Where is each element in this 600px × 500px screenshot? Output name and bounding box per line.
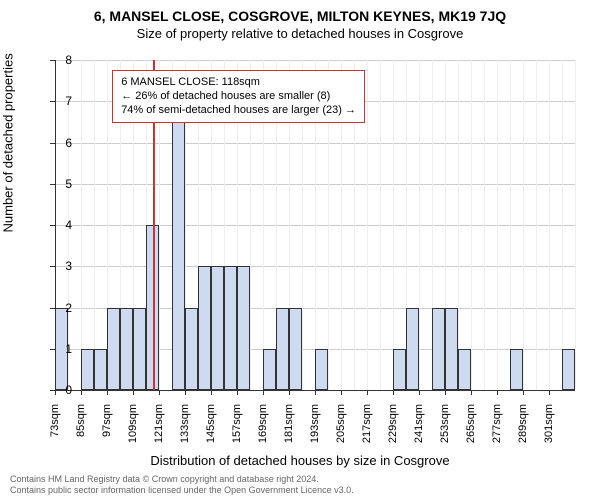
minor-grid-line	[94, 60, 95, 390]
minor-grid-line	[497, 60, 498, 390]
histogram-bar	[458, 349, 471, 390]
histogram-bar	[289, 308, 302, 391]
y-tick-label: 0	[52, 383, 72, 397]
annotation-box: 6 MANSEL CLOSE: 118sqm← 26% of detached …	[112, 70, 365, 123]
minor-grid-line	[380, 60, 381, 390]
x-tick-label: 73sqm	[49, 404, 61, 464]
histogram-bar	[237, 266, 250, 390]
x-axis-line	[55, 390, 575, 391]
minor-grid-line	[523, 60, 524, 390]
minor-grid-line	[471, 60, 472, 390]
histogram-bar	[393, 349, 406, 390]
minor-grid-line	[419, 60, 420, 390]
chart-container: 6, MANSEL CLOSE, COSGROVE, MILTON KEYNES…	[0, 0, 600, 500]
x-tick-label: 229sqm	[387, 404, 399, 464]
x-tick-label: 241sqm	[413, 404, 425, 464]
x-axis-label: Distribution of detached houses by size …	[0, 453, 600, 468]
footer-line-1: Contains HM Land Registry data © Crown c…	[10, 474, 590, 485]
chart-title: 6, MANSEL CLOSE, COSGROVE, MILTON KEYNES…	[0, 0, 600, 24]
y-tick-label: 6	[52, 136, 72, 150]
x-tick-label: 121sqm	[153, 404, 165, 464]
histogram-bar	[211, 266, 224, 390]
histogram-bar	[94, 349, 107, 390]
minor-grid-line	[458, 60, 459, 390]
chart-subtitle: Size of property relative to detached ho…	[0, 24, 600, 41]
plot-area: 6 MANSEL CLOSE: 118sqm← 26% of detached …	[55, 60, 575, 390]
y-tick-label: 5	[52, 177, 72, 191]
histogram-bar	[133, 308, 146, 391]
x-tick-label: 157sqm	[231, 404, 243, 464]
histogram-bar	[263, 349, 276, 390]
x-tick-label: 169sqm	[257, 404, 269, 464]
x-tick-label: 289sqm	[517, 404, 529, 464]
x-tick-label: 301sqm	[543, 404, 555, 464]
histogram-bar	[172, 101, 185, 390]
x-tick-label: 253sqm	[439, 404, 451, 464]
x-tick-label: 133sqm	[179, 404, 191, 464]
y-tick-label: 3	[52, 259, 72, 273]
histogram-bar	[510, 349, 523, 390]
histogram-bar	[81, 349, 94, 390]
minor-grid-line	[575, 60, 576, 390]
histogram-bar	[432, 308, 445, 391]
y-tick-label: 1	[52, 342, 72, 356]
x-tick-label: 109sqm	[127, 404, 139, 464]
histogram-bar	[198, 266, 211, 390]
x-tick-label: 193sqm	[309, 404, 321, 464]
x-tick-label: 205sqm	[335, 404, 347, 464]
y-tick-label: 8	[52, 53, 72, 67]
histogram-bar	[406, 308, 419, 391]
y-tick-label: 7	[52, 94, 72, 108]
histogram-bar	[185, 308, 198, 391]
x-tick-label: 97sqm	[101, 404, 113, 464]
footer-line-2: Contains public sector information licen…	[10, 485, 590, 496]
y-tick-label: 2	[52, 301, 72, 315]
histogram-bar	[445, 308, 458, 391]
minor-grid-line	[510, 60, 511, 390]
x-tick-label: 265sqm	[465, 404, 477, 464]
y-axis-label: Number of detached properties	[1, 53, 16, 232]
histogram-bar	[276, 308, 289, 391]
histogram-bar	[315, 349, 328, 390]
annotation-line: 6 MANSEL CLOSE: 118sqm	[121, 75, 356, 89]
y-tick-label: 4	[52, 218, 72, 232]
minor-grid-line	[536, 60, 537, 390]
x-tick-label: 277sqm	[491, 404, 503, 464]
annotation-line: 74% of semi-detached houses are larger (…	[121, 103, 356, 117]
histogram-bar	[562, 349, 575, 390]
minor-grid-line	[549, 60, 550, 390]
annotation-line: ← 26% of detached houses are smaller (8)	[121, 89, 356, 103]
minor-grid-line	[562, 60, 563, 390]
histogram-bar	[107, 308, 120, 391]
histogram-bar	[120, 308, 133, 391]
histogram-bar	[224, 266, 237, 390]
minor-grid-line	[81, 60, 82, 390]
footer-text: Contains HM Land Registry data © Crown c…	[10, 474, 590, 496]
x-tick-label: 145sqm	[205, 404, 217, 464]
x-tick-label: 181sqm	[283, 404, 295, 464]
minor-grid-line	[367, 60, 368, 390]
x-tick-label: 85sqm	[75, 404, 87, 464]
minor-grid-line	[393, 60, 394, 390]
x-tick-label: 217sqm	[361, 404, 373, 464]
minor-grid-line	[484, 60, 485, 390]
